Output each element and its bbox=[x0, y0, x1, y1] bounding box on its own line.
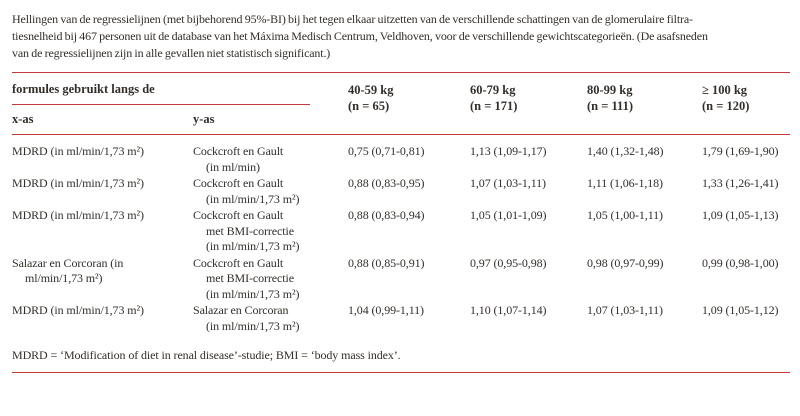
cell-x-as: MDRD (in ml/min/1,73 m²) bbox=[12, 208, 144, 222]
weight-n-label: (n = 111) bbox=[587, 99, 634, 113]
cell-value: 1,40 (1,32-1,48) bbox=[587, 144, 664, 158]
cell-value: 1,13 (1,09-1,17) bbox=[470, 144, 547, 158]
weight-range-label: 40-59 kg bbox=[348, 83, 394, 97]
cell-y-as: Cockcroft en Gault met BMI-correctie (in… bbox=[193, 255, 300, 301]
cell-value: 1,07 (1,03-1,11) bbox=[587, 303, 663, 317]
cell-value: 0,98 (0,97-0,99) bbox=[587, 255, 664, 270]
cell-value: 1,79 (1,69-1,90) bbox=[702, 144, 779, 158]
cell-value: 1,09 (1,05-1,13) bbox=[702, 208, 779, 222]
table-row: MDRD (in ml/min/1,73 m²) Salazar en Corc… bbox=[12, 303, 790, 334]
cell-x-as: MDRD (in ml/min/1,73 m²) bbox=[12, 303, 144, 317]
bottom-divider-rule bbox=[12, 372, 790, 373]
cell-y-as: Cockcroft en Gault (in ml/min/1,73 m²) bbox=[193, 176, 300, 206]
weight-column-header: ≥ 100 kg (n = 120) bbox=[702, 82, 790, 114]
cell-value: 0,97 (0,95-0,98) bbox=[470, 255, 547, 270]
cell-value: 1,05 (1,00-1,11) bbox=[587, 208, 663, 222]
top-divider-rule bbox=[12, 72, 790, 73]
table-row: Salazar en Corcoran (in ml/min/1,73 m²) … bbox=[12, 256, 790, 303]
x-axis-column-label: x-as bbox=[12, 112, 34, 126]
header-formulas-label: formules gebruikt langs de bbox=[12, 82, 155, 96]
weight-column-header: 80-99 kg (n = 111) bbox=[587, 82, 702, 114]
cell-value: 1,09 (1,05-1,12) bbox=[702, 303, 779, 317]
cell-x-as: MDRD (in ml/min/1,73 m²) bbox=[12, 176, 144, 190]
weight-n-label: (n = 120) bbox=[702, 99, 750, 113]
header-partial-rule bbox=[12, 104, 310, 105]
table-row: MDRD (in ml/min/1,73 m²) Cockcroft en Ga… bbox=[12, 144, 790, 175]
cell-value: 1,33 (1,26-1,41) bbox=[702, 176, 779, 190]
cell-value: 0,99 (0,98-1,00) bbox=[702, 255, 779, 270]
weight-range-label: ≥ 100 kg bbox=[702, 83, 748, 97]
weight-range-label: 60-79 kg bbox=[470, 83, 516, 97]
table-header: formules gebruikt langs de x-as y-as 40-… bbox=[12, 73, 790, 127]
cell-value: 0,75 (0,71-0,81) bbox=[348, 144, 425, 158]
cell-value: 0,88 (0,83-0,95) bbox=[348, 176, 425, 190]
table-row: MDRD (in ml/min/1,73 m²) Cockcroft en Ga… bbox=[12, 176, 790, 207]
cell-y-as: Salazar en Corcoran (in ml/min/1,73 m²) bbox=[193, 303, 300, 333]
weight-range-label: 80-99 kg bbox=[587, 83, 633, 97]
header-body-divider-rule bbox=[12, 134, 790, 135]
table-footnote: MDRD = ‘Modification of diet in renal di… bbox=[12, 348, 401, 362]
weight-n-label: (n = 65) bbox=[348, 99, 390, 113]
cell-x-as: Salazar en Corcoran (in ml/min/1,73 m²) bbox=[12, 255, 124, 286]
cell-y-as: Cockcroft en Gault (in ml/min) bbox=[193, 144, 284, 174]
cell-value: 0,88 (0,85-0,91) bbox=[348, 255, 425, 270]
table-body: MDRD (in ml/min/1,73 m²) Cockcroft en Ga… bbox=[12, 144, 790, 334]
cell-value: 1,05 (1,01-1,09) bbox=[470, 208, 547, 222]
table-caption: Hellingen van de regressielijnen (met bi… bbox=[12, 12, 708, 60]
axes-subheader: x-as y-as bbox=[12, 112, 348, 127]
cell-value: 1,11 (1,06-1,18) bbox=[587, 176, 663, 190]
table-figure: Hellingen van de regressielijnen (met bi… bbox=[0, 11, 800, 416]
cell-value: 1,10 (1,07-1,14) bbox=[470, 303, 547, 317]
weight-n-label: (n = 171) bbox=[470, 99, 518, 113]
y-axis-column-label: y-as bbox=[193, 112, 215, 126]
cell-y-as: Cockcroft en Gault met BMI-correctie (in… bbox=[193, 208, 300, 253]
cell-x-as: MDRD (in ml/min/1,73 m²) bbox=[12, 144, 144, 158]
cell-value: 1,07 (1,03-1,11) bbox=[470, 176, 546, 190]
cell-value: 1,04 (0,99-1,11) bbox=[348, 303, 424, 317]
weight-column-header: 60-79 kg (n = 171) bbox=[470, 82, 587, 114]
weight-column-header: 40-59 kg (n = 65) bbox=[348, 82, 470, 114]
table-row: MDRD (in ml/min/1,73 m²) Cockcroft en Ga… bbox=[12, 208, 790, 255]
header-axes-block: formules gebruikt langs de x-as y-as bbox=[12, 82, 348, 127]
cell-value: 0,88 (0,83-0,94) bbox=[348, 208, 425, 222]
